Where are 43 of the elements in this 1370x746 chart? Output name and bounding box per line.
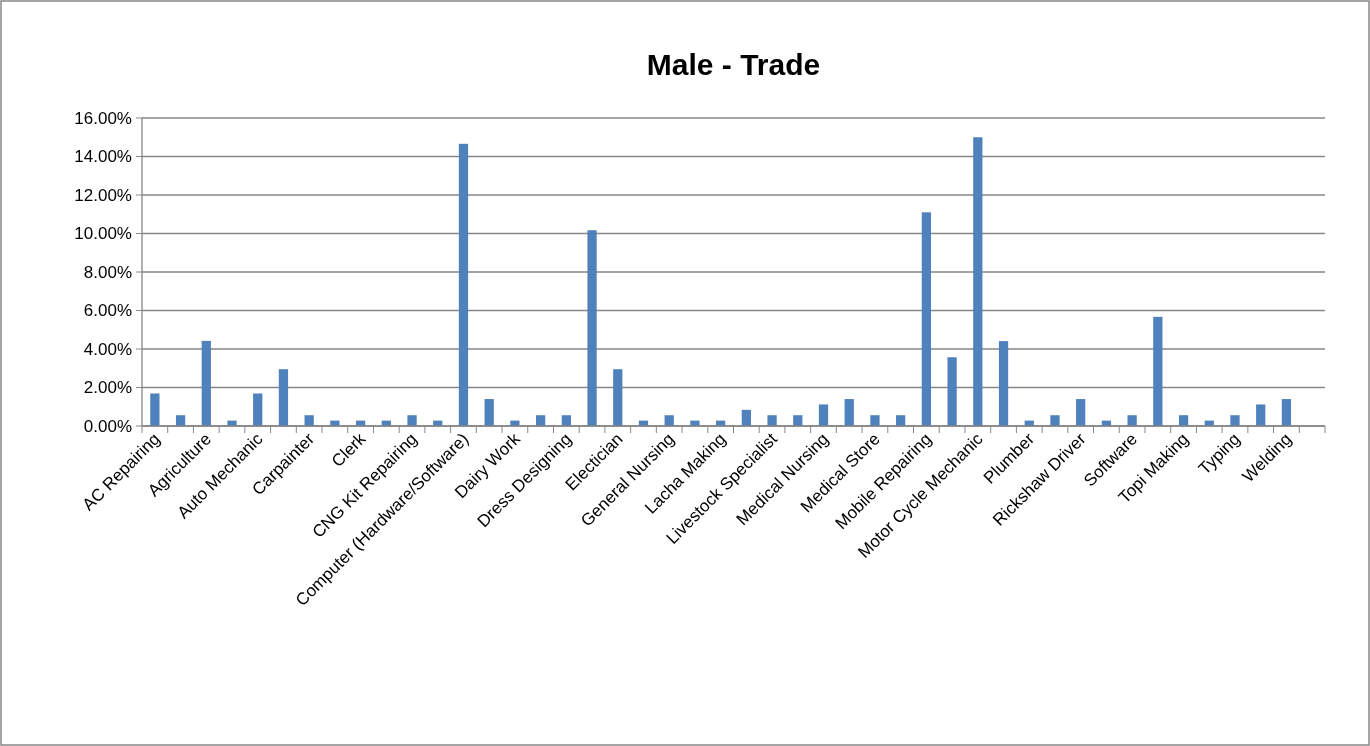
bar	[535, 415, 546, 426]
y-tick-label: 4.00%	[83, 339, 132, 359]
bar	[1178, 415, 1189, 426]
bar	[664, 415, 674, 426]
chart-title: Male - Trade	[646, 48, 821, 81]
bar	[1230, 415, 1240, 426]
bar	[998, 341, 1009, 426]
bar	[1050, 415, 1060, 426]
bar	[1256, 404, 1266, 426]
bar	[921, 212, 932, 426]
bar	[818, 404, 829, 426]
bar	[175, 415, 186, 426]
bar	[1127, 415, 1137, 426]
bar	[561, 415, 571, 426]
bar	[278, 369, 289, 426]
bar	[253, 393, 263, 426]
y-tick-label: 2.00%	[83, 378, 132, 398]
bar	[587, 230, 597, 426]
y-tick-label: 14.00%	[74, 147, 132, 167]
bar	[201, 340, 211, 426]
bar	[613, 369, 623, 426]
bar	[870, 415, 880, 426]
bar	[793, 415, 803, 426]
bar	[150, 393, 160, 426]
bar	[1153, 316, 1163, 426]
y-tick-label: 6.00%	[83, 301, 132, 321]
bar	[458, 143, 469, 426]
y-tick-label: 16.00%	[74, 108, 132, 128]
bar	[1076, 399, 1086, 426]
y-tick-label: 0.00%	[83, 416, 132, 436]
bar	[767, 415, 777, 426]
bar	[973, 137, 983, 426]
bar	[1281, 399, 1292, 426]
bar	[407, 415, 417, 426]
y-tick-label: 10.00%	[74, 224, 132, 244]
bar	[304, 415, 314, 426]
y-tick-label: 8.00%	[83, 262, 132, 282]
bar	[741, 409, 751, 426]
bar	[947, 357, 957, 426]
bar	[844, 399, 854, 426]
bar	[484, 399, 494, 426]
bar	[896, 415, 906, 426]
y-tick-label: 12.00%	[74, 185, 132, 205]
